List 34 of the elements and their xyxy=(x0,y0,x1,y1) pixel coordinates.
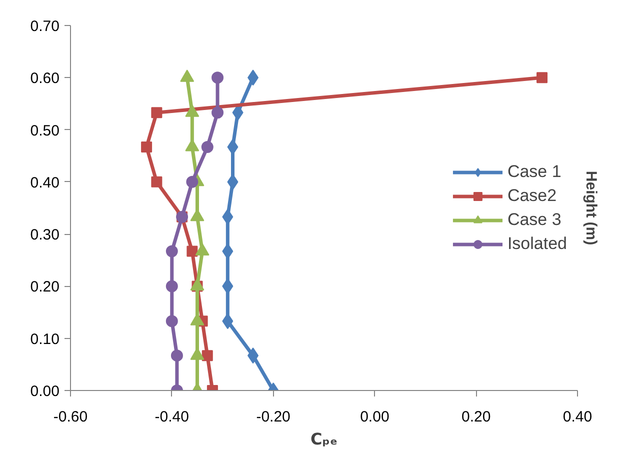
point xyxy=(166,245,178,258)
point xyxy=(202,350,213,362)
x-tick-label: 0.00 xyxy=(360,408,390,426)
legend-label: Isolated xyxy=(507,234,567,254)
point xyxy=(201,141,214,153)
point xyxy=(141,141,152,152)
x-tick-label: -0.20 xyxy=(256,408,290,426)
x-tick-label: -0.40 xyxy=(154,408,190,426)
x-axis-title: Cₚₑ xyxy=(310,430,338,448)
point xyxy=(170,350,183,362)
y-tick-label: 0.10 xyxy=(30,330,60,348)
legend-label: Case 1 xyxy=(507,162,562,182)
point xyxy=(212,72,224,84)
point xyxy=(166,280,178,292)
point xyxy=(186,176,198,188)
y-tick-label: 0.70 xyxy=(30,18,60,35)
x-tick-label: 0.40 xyxy=(562,408,592,426)
x-tick-label: 0.20 xyxy=(462,408,491,426)
legend-label: Case2 xyxy=(507,186,557,206)
y-tick-label: 0.20 xyxy=(30,278,60,296)
point xyxy=(536,72,548,84)
point xyxy=(151,107,162,118)
y-tick-label: 0.00 xyxy=(30,383,60,400)
y-axis-title: Height (m) xyxy=(582,170,600,246)
y-tick-label: 0.30 xyxy=(30,226,60,244)
legend-label: Case 3 xyxy=(507,210,562,230)
point xyxy=(186,246,198,257)
y-tick-label: 0.40 xyxy=(30,174,60,192)
x-tick-label: -0.60 xyxy=(53,408,88,426)
y-tick-label: 0.60 xyxy=(30,70,60,88)
y-tick-label: 0.50 xyxy=(30,122,60,140)
point xyxy=(212,106,224,119)
point xyxy=(166,315,178,328)
point xyxy=(151,176,162,188)
